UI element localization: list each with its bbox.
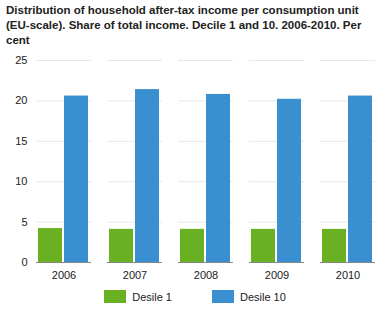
html-text:Distribution of household afte: Distribution of household after-tax inco… — [6, 4, 362, 46]
svg-text:15: 15 — [15, 135, 27, 147]
svg-text:20: 20 — [15, 94, 27, 106]
svg-text:5: 5 — [21, 216, 27, 228]
html-text:Desile 1: Desile 1 — [132, 290, 172, 303]
svg-text:25: 25 — [15, 54, 27, 66]
svg-text:10: 10 — [15, 175, 27, 187]
svg-text:2008: 2008 — [194, 269, 218, 281]
svg-text:2007: 2007 — [123, 269, 147, 281]
svg-text:0: 0 — [21, 256, 27, 268]
svg-text:2006: 2006 — [52, 269, 76, 281]
svg-text:2009: 2009 — [265, 269, 289, 281]
svg-text:2010: 2010 — [336, 269, 360, 281]
html-text:Desile 10: Desile 10 — [239, 290, 286, 303]
